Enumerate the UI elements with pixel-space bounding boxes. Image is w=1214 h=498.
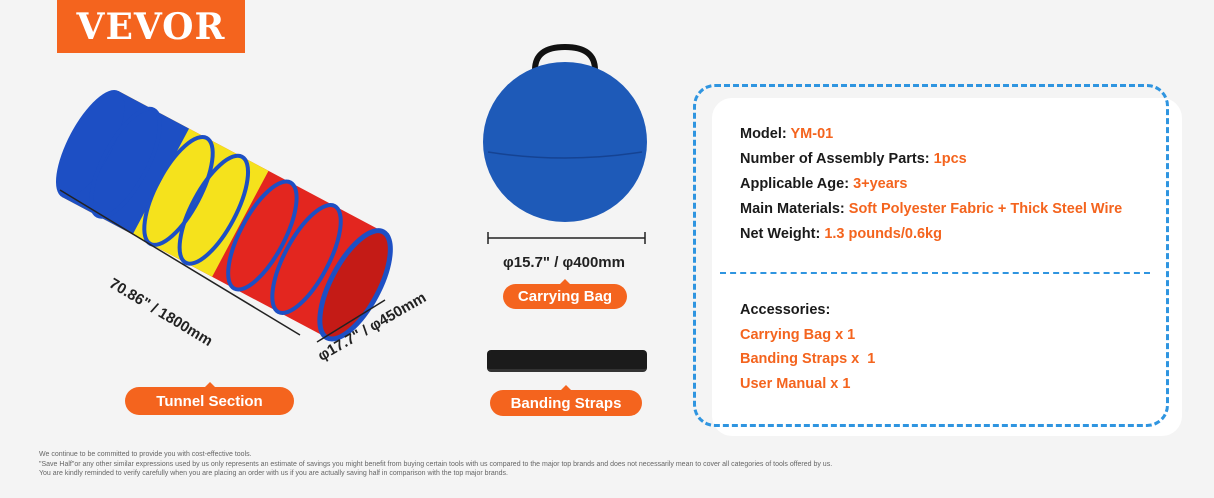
spec-age: Applicable Age: 3+years <box>740 176 908 192</box>
spec-border <box>693 84 1169 427</box>
divider <box>720 272 1150 274</box>
tunnel-image <box>55 90 393 343</box>
spec-label: Main Materials: <box>740 201 849 217</box>
spec-label: Net Weight: <box>740 226 825 242</box>
spec-model: Model: YM-01 <box>740 126 833 142</box>
spec-assembly-parts: Number of Assembly Parts: 1pcs <box>740 151 967 167</box>
spec-weight: Net Weight: 1.3 pounds/0.6kg <box>740 226 942 242</box>
tunnel-section-label: Tunnel Section <box>125 382 294 415</box>
banding-straps-image <box>487 350 647 372</box>
footer-line: You are kindly reminded to verify carefu… <box>39 470 508 477</box>
vevor-logo: VEVOR <box>57 0 245 53</box>
footer-disclaimer: We continue to be committed to provide y… <box>39 450 832 479</box>
carrying-bag-image <box>483 43 647 244</box>
spec-value: Soft Polyester Fabric + Thick Steel Wire <box>848 201 1123 217</box>
spec-label: Number of Assembly Parts: <box>740 151 934 167</box>
spec-materials: Main Materials: Soft Polyester Fabric + … <box>740 201 1122 217</box>
spec-value: YM-01 <box>790 126 834 142</box>
banding-straps-label: Banding Straps <box>490 385 642 416</box>
accessories-title: Accessories: <box>740 302 831 318</box>
bag-diameter-label: φ15.7" / φ400mm <box>503 254 625 271</box>
spec-label: Model: <box>740 126 791 142</box>
footer-line: We continue to be committed to provide y… <box>39 451 252 458</box>
spec-value: 1.3 pounds/0.6kg <box>824 226 942 242</box>
accessory-item: Carrying Bag x 1 <box>740 327 856 343</box>
carrying-bag-label: Carrying Bag <box>503 279 627 309</box>
accessory-item: User Manual x 1 <box>740 376 851 392</box>
footer-line: "Save Half"or any other similar expressi… <box>39 460 833 468</box>
spec-value: 1pcs <box>933 151 967 167</box>
spec-label: Applicable Age: <box>740 176 854 192</box>
spec-card <box>712 98 1182 436</box>
spec-value: 3+years <box>853 176 908 192</box>
accessory-item: Banding Straps x 1 <box>740 351 876 367</box>
